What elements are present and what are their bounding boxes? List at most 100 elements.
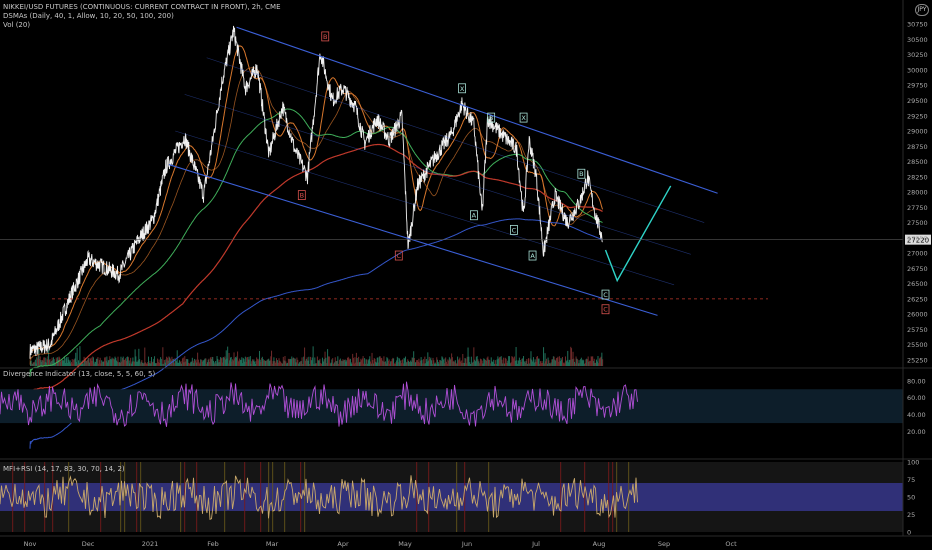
volume-bar	[577, 363, 579, 366]
volume-bar	[159, 362, 161, 366]
volume-bar	[145, 363, 147, 366]
volume-bar	[78, 360, 80, 366]
volume-bar	[136, 361, 138, 366]
volume-bar	[166, 357, 168, 366]
volume-bar	[599, 358, 600, 366]
volume-bar	[487, 356, 489, 366]
volume-bar	[401, 363, 403, 366]
mfi-line	[0, 475, 638, 520]
volume-bar	[546, 363, 548, 366]
mfi-title[interactable]: MFI+RSI (14, 17, 83, 30, 70, 14, 2)	[3, 465, 125, 473]
volume-bar	[352, 357, 354, 366]
volume-bar	[579, 363, 581, 366]
volume-bar	[467, 347, 469, 366]
volume-bar	[413, 351, 415, 366]
volume-bar	[431, 360, 433, 366]
volume-legend[interactable]: Vol (20)	[3, 21, 31, 29]
volume-bar	[542, 362, 544, 366]
volume-bar	[361, 358, 363, 366]
volume-bar	[400, 360, 402, 366]
volume-bar	[213, 362, 215, 366]
volume-bar	[586, 359, 588, 366]
volume-bar	[502, 363, 504, 366]
volume-bar	[448, 357, 450, 366]
volume-bar	[449, 359, 451, 366]
volume-bar	[492, 362, 494, 366]
symbol-title[interactable]: NIKKEI/USD FUTURES (CONTINUOUS: CURRENT …	[3, 3, 281, 11]
volume-bar	[432, 357, 434, 366]
currency-badge[interactable]: JPY	[915, 4, 929, 16]
volume-bar	[425, 358, 427, 366]
volume-bar	[89, 362, 91, 366]
volume-bar	[122, 356, 124, 366]
mfi-signal-bar	[612, 462, 614, 532]
volume-bar	[489, 360, 491, 366]
channel-line	[168, 164, 658, 316]
volume-bar	[287, 358, 289, 366]
volume-bar	[546, 358, 548, 366]
volume-bar	[452, 361, 454, 366]
volume-bar	[260, 361, 262, 366]
volume-bar	[227, 346, 229, 366]
volume-bar	[374, 358, 376, 366]
volume-bar	[258, 360, 260, 366]
volume-bar	[232, 359, 234, 366]
volume-bar	[376, 357, 378, 366]
volume-bar	[259, 359, 261, 366]
volume-bar	[142, 363, 144, 366]
volume-bar	[273, 357, 275, 366]
price-tick-label: 26000	[907, 311, 928, 319]
volume-bar	[96, 358, 98, 366]
volume-bar	[398, 362, 400, 366]
volume-bar	[267, 359, 269, 366]
volume-bar	[363, 363, 365, 366]
volume-bar	[600, 356, 602, 366]
mfi-signal-bar	[260, 462, 262, 532]
volume-bar	[439, 360, 441, 366]
volume-bar	[119, 362, 120, 366]
volume-bar	[508, 356, 510, 366]
volume-bar	[261, 356, 263, 366]
volume-bar	[331, 359, 333, 366]
volume-bar	[577, 359, 579, 366]
volume-bar	[154, 356, 156, 366]
volume-bar	[294, 358, 296, 366]
volume-bar	[259, 350, 261, 366]
volume-bar	[203, 360, 205, 366]
volume-bar	[222, 357, 224, 366]
wave-label-box	[458, 83, 466, 94]
wave-label: X	[521, 114, 526, 122]
volume-bar	[529, 358, 531, 366]
volume-bar	[110, 359, 112, 366]
volume-bar	[359, 361, 361, 366]
volume-bar	[348, 358, 350, 366]
volume-bar	[347, 356, 349, 366]
divergence-tick-label: 60.00	[907, 394, 926, 402]
channel-line	[175, 130, 675, 286]
volume-bar	[472, 361, 474, 366]
price-tick-label: 27000	[907, 250, 928, 258]
volume-bar	[386, 357, 388, 366]
chart-legend: NIKKEI/USD FUTURES (CONTINUOUS: CURRENT …	[3, 3, 281, 30]
divergence-panel	[0, 381, 903, 427]
volume-bar	[384, 361, 386, 366]
price-tick-label: 26500	[907, 280, 928, 288]
wave-label-box	[487, 112, 496, 123]
volume-bar	[275, 358, 277, 366]
volume-bar	[124, 358, 126, 366]
volume-bar	[246, 357, 248, 366]
volume-bar	[412, 357, 414, 366]
mfi-tick-label: 0	[907, 529, 911, 537]
projection-path	[604, 185, 672, 283]
volume-bar	[584, 362, 586, 366]
volume-bar	[157, 362, 159, 366]
volume-bar	[532, 361, 534, 366]
volume-bar	[251, 361, 253, 366]
volume-bar	[55, 357, 57, 366]
volume-bar	[201, 361, 203, 366]
volume-bar	[288, 359, 290, 366]
dsma-legend[interactable]: DSMAs (Daily, 40, 1, Allow, 10, 20, 50, …	[3, 12, 174, 20]
volume-bar	[228, 352, 230, 366]
divergence-title[interactable]: Divergence Indicator (13, close, 5, 5, 6…	[3, 370, 156, 378]
